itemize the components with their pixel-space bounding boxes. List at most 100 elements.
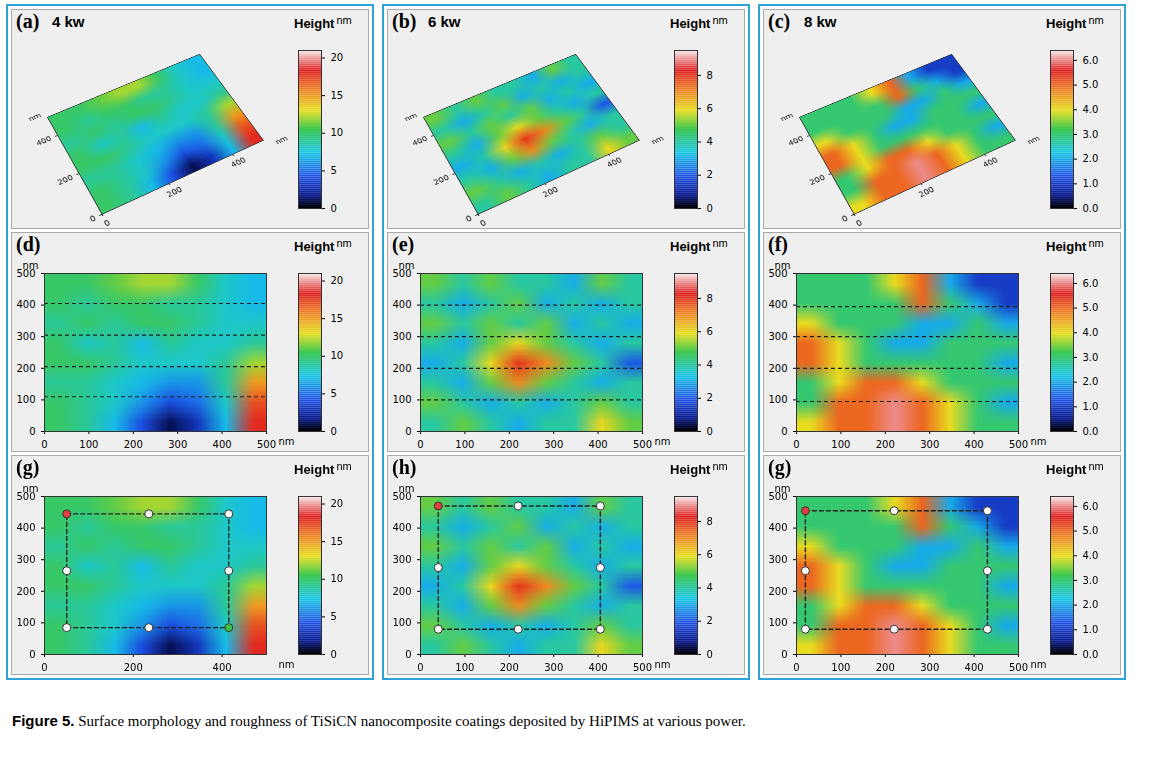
svg-text:2.0: 2.0 [1083,599,1099,610]
svg-text:1.0: 1.0 [1083,401,1099,412]
svg-text:400: 400 [229,155,248,169]
svg-text:300: 300 [544,662,563,673]
svg-text:200: 200 [500,662,519,673]
svg-text:300: 300 [920,439,939,450]
svg-text:200: 200 [16,363,35,374]
svg-text:6: 6 [707,549,713,560]
svg-text:2: 2 [707,169,713,180]
svg-text:200: 200 [541,184,561,199]
svg-text:200: 200 [16,586,35,597]
svg-text:300: 300 [16,554,35,565]
svg-text:400: 400 [392,299,411,310]
svg-text:400: 400 [605,155,624,169]
svg-text:200: 200 [876,662,895,673]
svg-text:nm: nm [273,133,290,146]
svg-text:400: 400 [787,134,806,148]
svg-text:4.0: 4.0 [1083,327,1099,338]
svg-text:nm: nm [398,483,414,494]
svg-text:300: 300 [392,331,411,342]
svg-text:8: 8 [707,70,713,81]
svg-text:400: 400 [213,439,232,450]
svg-text:300: 300 [544,439,563,450]
svg-text:500: 500 [633,439,652,450]
svg-text:200: 200 [432,172,451,187]
svg-text:4: 4 [707,359,713,370]
svg-text:5: 5 [331,388,337,399]
svg-text:0: 0 [707,426,713,437]
svg-text:3.0: 3.0 [1083,575,1099,586]
svg-text:400: 400 [411,134,430,148]
svg-text:20: 20 [331,52,344,63]
svg-text:5.0: 5.0 [1083,302,1099,313]
svg-text:200: 200 [500,439,519,450]
svg-text:6.0: 6.0 [1083,55,1099,66]
svg-text:200: 200 [768,363,787,374]
svg-text:3.0: 3.0 [1083,352,1099,363]
svg-text:100: 100 [16,617,35,628]
svg-text:400: 400 [965,662,984,673]
svg-text:4: 4 [707,136,713,147]
svg-text:300: 300 [168,439,187,450]
svg-text:0: 0 [707,649,713,660]
svg-text:0: 0 [331,649,337,660]
svg-text:1.0: 1.0 [1083,624,1099,635]
svg-text:200: 200 [56,172,75,187]
svg-text:200: 200 [768,586,787,597]
svg-text:200: 200 [165,184,185,199]
svg-text:nm: nm [1025,133,1042,146]
svg-text:100: 100 [768,617,787,628]
svg-text:200: 200 [392,586,411,597]
svg-text:6.0: 6.0 [1083,501,1099,512]
svg-text:400: 400 [768,299,787,310]
svg-text:400: 400 [589,439,608,450]
svg-text:0: 0 [781,649,787,660]
svg-text:0: 0 [478,217,488,228]
svg-text:500: 500 [633,662,652,673]
svg-text:100: 100 [392,394,411,405]
svg-text:0: 0 [41,439,47,450]
svg-text:0: 0 [464,213,474,224]
svg-text:nm: nm [398,260,414,271]
svg-text:0: 0 [88,213,98,224]
svg-text:0: 0 [405,426,411,437]
svg-text:300: 300 [768,331,787,342]
svg-text:2.0: 2.0 [1083,153,1099,164]
svg-text:200: 200 [808,172,827,187]
svg-text:0: 0 [840,213,850,224]
svg-text:nm: nm [649,133,666,146]
svg-text:400: 400 [16,522,35,533]
svg-text:0: 0 [793,662,799,673]
svg-text:0: 0 [417,439,423,450]
svg-text:0: 0 [29,426,35,437]
svg-text:300: 300 [768,554,787,565]
svg-text:15: 15 [331,313,344,324]
svg-text:nm: nm [279,436,295,447]
svg-text:0: 0 [707,203,713,214]
svg-text:nm: nm [774,260,790,271]
svg-text:0.0: 0.0 [1083,649,1099,660]
svg-text:6: 6 [707,103,713,114]
svg-text:15: 15 [331,90,344,101]
svg-text:5: 5 [331,611,337,622]
svg-text:4.0: 4.0 [1083,104,1099,115]
svg-text:6: 6 [707,326,713,337]
svg-text:4: 4 [707,582,713,593]
svg-text:400: 400 [16,299,35,310]
svg-text:400: 400 [965,439,984,450]
svg-text:nm: nm [1031,436,1047,447]
svg-text:100: 100 [831,439,850,450]
svg-text:nm: nm [22,260,38,271]
svg-text:2.0: 2.0 [1083,376,1099,387]
svg-text:8: 8 [707,293,713,304]
svg-text:100: 100 [392,617,411,628]
svg-text:500: 500 [257,439,276,450]
svg-text:5: 5 [331,165,337,176]
svg-text:nm: nm [655,436,671,447]
svg-text:400: 400 [213,662,232,673]
svg-text:10: 10 [331,573,344,584]
svg-text:0: 0 [781,426,787,437]
svg-text:400: 400 [981,155,1000,169]
svg-text:300: 300 [392,554,411,565]
svg-text:20: 20 [331,498,344,509]
svg-text:5.0: 5.0 [1083,525,1099,536]
